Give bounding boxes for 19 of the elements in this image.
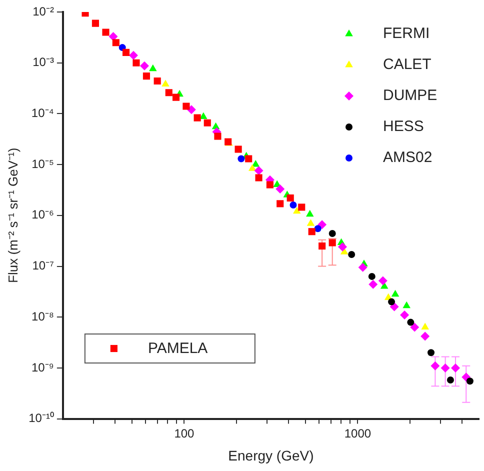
x-tick-label: 1000 <box>344 426 372 440</box>
x-tick-label: 100 <box>174 426 195 440</box>
y-tick-label: 10⁻⁵ <box>32 156 54 171</box>
legend-label: AMS02 <box>383 149 432 166</box>
legend-label: CALET <box>383 56 432 74</box>
y-tick-label: 10⁻⁴ <box>31 106 54 120</box>
legend-label: PAMELA <box>148 340 208 358</box>
y-tick-label: 10⁻⁶ <box>32 208 54 222</box>
y-tick-label: 10⁻⁹ <box>31 360 54 374</box>
y-tick-label: 10⁻² <box>32 4 54 18</box>
legend-label: DUMPE <box>383 87 438 104</box>
y-tick-label: 10⁻⁸ <box>32 309 54 324</box>
legend-label: HESS <box>383 118 424 136</box>
legend-label: FERMI <box>383 25 430 42</box>
y-tick-label: 10⁻¹⁰ <box>28 411 54 426</box>
y-axis-title: Flux (m⁻² s⁻¹ sr⁻¹ GeV⁻¹) <box>5 148 20 283</box>
y-tick-label: 10⁻⁷ <box>32 258 54 273</box>
x-axis-title: Energy (GeV) <box>228 447 314 464</box>
y-tick-label: 10⁻³ <box>32 55 54 70</box>
